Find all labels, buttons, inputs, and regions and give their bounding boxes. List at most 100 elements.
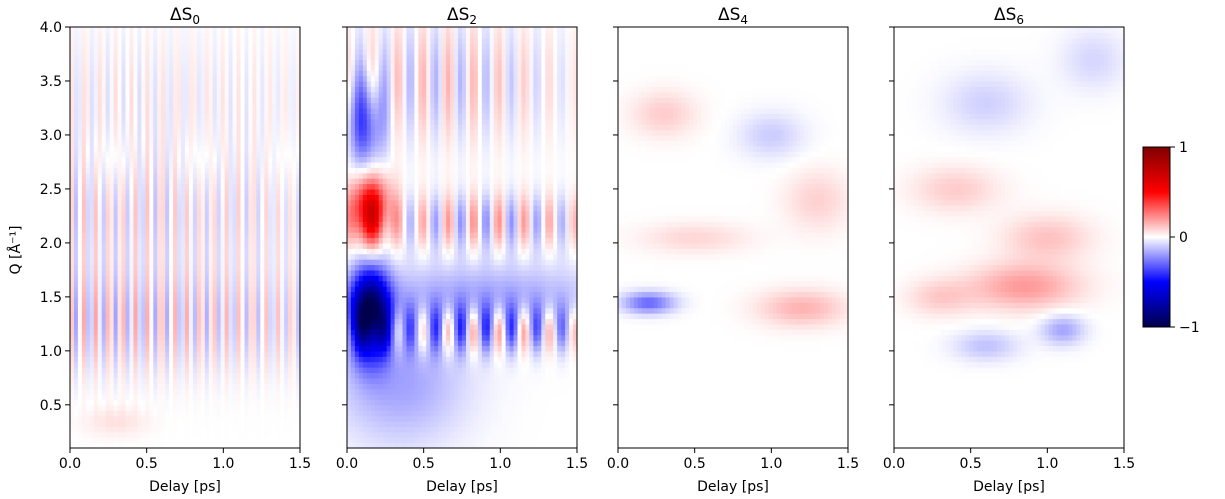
- heatmap-cell: [288, 48, 293, 55]
- heatmap-cell: [264, 431, 269, 438]
- heatmap-cell: [145, 80, 150, 87]
- heatmap-cell: [105, 307, 111, 314]
- heatmap-cell: [185, 248, 190, 255]
- heatmap-cell: [145, 426, 150, 433]
- heatmap-cell: [153, 161, 158, 168]
- heatmap-cell: [97, 53, 103, 60]
- heatmap-cell: [85, 291, 91, 298]
- heatmap-cell: [362, 421, 368, 428]
- heatmap-cell: [101, 253, 107, 260]
- heatmap-cell: [125, 372, 131, 379]
- heatmap-cell: [220, 340, 226, 347]
- heatmap-cell: [89, 140, 95, 147]
- heatmap-cell: [177, 167, 182, 174]
- heatmap-cell: [153, 248, 158, 255]
- heatmap-cell: [101, 248, 107, 255]
- heatmap-cell: [165, 275, 170, 282]
- heatmap-cell: [141, 232, 146, 239]
- heatmap-cell: [284, 307, 289, 314]
- heatmap-cell: [252, 383, 257, 390]
- heatmap-cell: [268, 442, 273, 449]
- heatmap-cell: [141, 221, 146, 228]
- heatmap-cell: [248, 215, 254, 222]
- heatmap-cell: [252, 431, 257, 438]
- heatmap-cell: [161, 356, 166, 363]
- heatmap-cell: [358, 107, 364, 114]
- heatmap-cell: [89, 437, 95, 444]
- heatmap-cell: [157, 280, 162, 287]
- heatmap-cell: [264, 356, 269, 363]
- heatmap-cell: [169, 199, 174, 206]
- heatmap-cell: [200, 372, 206, 379]
- heatmap-cell: [117, 426, 123, 433]
- heatmap-cell: [280, 356, 285, 363]
- heatmap-cell: [276, 205, 281, 212]
- heatmap-cell: [81, 248, 87, 255]
- heatmap-cell: [192, 248, 198, 255]
- heatmap-cell: [73, 107, 79, 114]
- heatmap-cell: [70, 178, 75, 185]
- heatmap-cell: [81, 410, 87, 417]
- heatmap-cell: [350, 329, 356, 336]
- heatmap-cell: [204, 372, 210, 379]
- heatmap-cell: [232, 410, 238, 417]
- heatmap-cell: [181, 394, 186, 401]
- heatmap-cell: [141, 421, 146, 428]
- heatmap-cell: [181, 383, 186, 390]
- heatmap-cell: [169, 296, 174, 303]
- heatmap-cell: [240, 167, 246, 174]
- heatmap-cell: [284, 75, 289, 82]
- heatmap-cell: [292, 178, 297, 185]
- heatmap-cell: [358, 118, 364, 125]
- heatmap-cell: [113, 410, 119, 417]
- heatmap-cell: [244, 86, 250, 93]
- heatmap-cell: [93, 383, 99, 390]
- heatmap-cell: [248, 286, 254, 293]
- heatmap-cell: [89, 259, 95, 266]
- heatmap-cell: [240, 248, 246, 255]
- heatmap-cell: [101, 210, 107, 217]
- heatmap-cell: [113, 102, 119, 109]
- heatmap-cell: [177, 307, 182, 314]
- heatmap-cell: [264, 188, 269, 195]
- x-tick-label: 1.0: [212, 456, 234, 472]
- heatmap-cell: [220, 367, 226, 374]
- heatmap-cell: [105, 383, 111, 390]
- heatmap-cell: [244, 183, 250, 190]
- heatmap-cell: [240, 32, 246, 39]
- heatmap-cell: [362, 442, 368, 449]
- heatmap-cell: [248, 307, 254, 314]
- heatmap-cell: [264, 145, 269, 152]
- heatmap-cell: [73, 53, 79, 60]
- heatmap-cell: [296, 377, 301, 384]
- heatmap-cell: [256, 242, 261, 249]
- heatmap-cell: [185, 318, 190, 325]
- heatmap-cell: [248, 91, 254, 98]
- heatmap-cell: [117, 248, 123, 255]
- heatmap-cell: [177, 80, 182, 87]
- heatmap-cell: [137, 210, 142, 217]
- heatmap-cell: [260, 107, 265, 114]
- heatmap-cell: [157, 118, 162, 125]
- heatmap-cell: [192, 394, 198, 401]
- heatmap-cell: [208, 102, 214, 109]
- heatmap-cell: [272, 86, 277, 93]
- heatmap-cell: [109, 253, 115, 260]
- heatmap-cell: [347, 188, 352, 195]
- heatmap-cell: [117, 53, 123, 60]
- heatmap-cell: [165, 32, 170, 39]
- heatmap-cell: [109, 345, 115, 352]
- heatmap-cell: [89, 350, 95, 357]
- heatmap-cell: [200, 361, 206, 368]
- heatmap-cell: [288, 377, 293, 384]
- heatmap-cell: [73, 383, 79, 390]
- heatmap-cell: [109, 183, 115, 190]
- heatmap-cell: [350, 221, 356, 228]
- heatmap-cell: [153, 178, 158, 185]
- heatmap-cell: [70, 215, 75, 222]
- heatmap-cell: [161, 383, 166, 390]
- heatmap-cell: [125, 404, 131, 411]
- heatmap-cell: [93, 53, 99, 60]
- heatmap-cell: [268, 161, 273, 168]
- heatmap-cell: [129, 399, 135, 406]
